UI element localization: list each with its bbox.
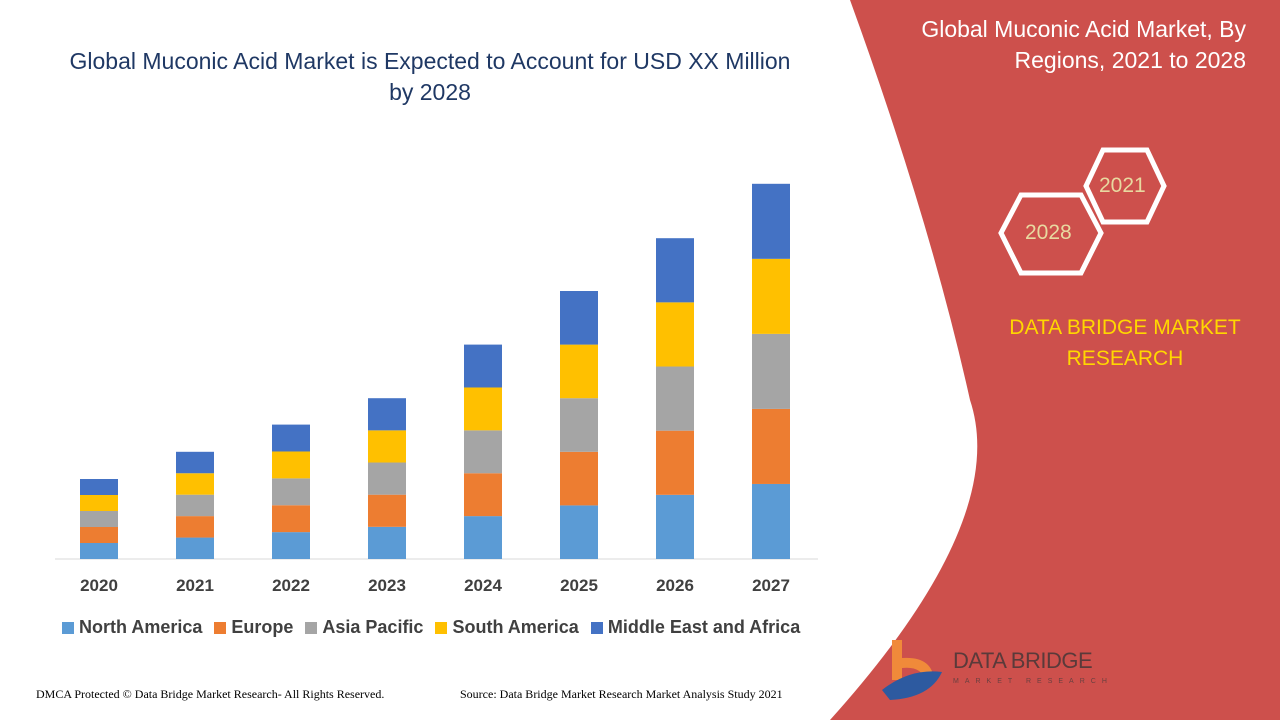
legend-swatch bbox=[214, 621, 227, 634]
bar-2023-middle-east-and-africa bbox=[368, 398, 406, 431]
legend-swatch bbox=[305, 621, 318, 634]
bar-2026-europe bbox=[656, 430, 694, 495]
bar-2024-south-america bbox=[464, 387, 502, 431]
legend-swatch bbox=[435, 621, 448, 634]
bar-2027-asia-pacific bbox=[752, 333, 790, 409]
bar-2027-north-america bbox=[752, 483, 790, 559]
bar-2021-north-america bbox=[176, 537, 214, 559]
hexagon-2021 bbox=[1083, 147, 1167, 225]
logo-subtext: MARKET RESEARCH bbox=[953, 678, 1113, 685]
x-tick-label: 2027 bbox=[752, 576, 790, 595]
hex-year-2021: 2021 bbox=[1099, 174, 1146, 197]
legend-label: Middle East and Africa bbox=[607, 617, 801, 637]
source-footer: Source: Data Bridge Market Research Mark… bbox=[460, 687, 783, 701]
bar-2022-asia-pacific bbox=[272, 478, 310, 506]
bar-2024-asia-pacific bbox=[464, 430, 502, 474]
legend-label: Asia Pacific bbox=[322, 617, 424, 637]
hex-year-2028: 2028 bbox=[1025, 221, 1072, 244]
bar-2022-north-america bbox=[272, 532, 310, 559]
bar-2025-middle-east-and-africa bbox=[560, 291, 598, 345]
bar-2021-europe bbox=[176, 516, 214, 538]
bar-2027-south-america bbox=[752, 258, 790, 334]
legend-item: South America bbox=[435, 617, 579, 638]
hexagon-2028 bbox=[998, 192, 1104, 276]
bar-2026-south-america bbox=[656, 302, 694, 367]
x-tick-label: 2020 bbox=[80, 576, 118, 595]
bar-2025-north-america bbox=[560, 505, 598, 559]
x-tick-label: 2026 bbox=[656, 576, 694, 595]
brand-text: DATA BRIDGE MARKET RESEARCH bbox=[1009, 316, 1241, 370]
legend-label: North America bbox=[79, 617, 203, 637]
red-panel bbox=[830, 0, 1280, 720]
data-bridge-logo-icon bbox=[882, 640, 942, 700]
panel-title: Global Muconic Acid Market, By Regions, … bbox=[921, 16, 1246, 73]
legend-item: Asia Pacific bbox=[305, 617, 423, 638]
x-tick-label: 2025 bbox=[560, 576, 598, 595]
chart-title: Global Muconic Acid Market is Expected t… bbox=[69, 48, 791, 105]
bar-2021-asia-pacific bbox=[176, 494, 214, 517]
legend-item: North America bbox=[62, 617, 202, 638]
bar-2025-south-america bbox=[560, 344, 598, 399]
bar-2023-asia-pacific bbox=[368, 462, 406, 495]
bar-2027-europe bbox=[752, 408, 790, 484]
bar-2020-europe bbox=[80, 527, 118, 543]
legend-label: Europe bbox=[231, 617, 294, 637]
x-tick-label: 2023 bbox=[368, 576, 406, 595]
bar-2026-north-america bbox=[656, 494, 694, 559]
bar-2027-middle-east-and-africa bbox=[752, 183, 790, 259]
bar-2025-europe bbox=[560, 451, 598, 506]
bar-2021-south-america bbox=[176, 473, 214, 495]
legend-swatch bbox=[590, 621, 603, 634]
x-tick-label: 2021 bbox=[176, 576, 214, 595]
x-tick-label: 2024 bbox=[464, 576, 502, 595]
x-tick-label: 2022 bbox=[272, 576, 310, 595]
bar-2022-south-america bbox=[272, 451, 310, 479]
bar-2021-middle-east-and-africa bbox=[176, 451, 214, 474]
bar-2026-middle-east-and-africa bbox=[656, 238, 694, 303]
bars-group bbox=[80, 183, 790, 559]
bar-2023-europe bbox=[368, 494, 406, 527]
legend: North America Europe Asia Pacific South Ame… bbox=[62, 617, 800, 638]
bar-2022-middle-east-and-africa bbox=[272, 424, 310, 452]
bar-2024-north-america bbox=[464, 516, 502, 559]
bar-2020-asia-pacific bbox=[80, 511, 118, 527]
legend-item: Europe bbox=[214, 617, 293, 638]
bar-2023-north-america bbox=[368, 526, 406, 559]
bar-2020-middle-east-and-africa bbox=[80, 479, 118, 495]
bar-2025-asia-pacific bbox=[560, 398, 598, 452]
bar-2026-asia-pacific bbox=[656, 366, 694, 431]
bar-2024-europe bbox=[464, 473, 502, 517]
bar-2020-north-america bbox=[80, 543, 118, 559]
legend-label: South America bbox=[452, 617, 579, 637]
logo-text: DATA BRIDGE bbox=[953, 648, 1093, 673]
bar-2023-south-america bbox=[368, 430, 406, 463]
bar-2020-south-america bbox=[80, 495, 118, 511]
copyright-footer: DMCA Protected © Data Bridge Market Rese… bbox=[36, 687, 385, 701]
legend-item: Middle East and Africa bbox=[590, 617, 801, 638]
bar-2022-europe bbox=[272, 505, 310, 533]
legend-swatch bbox=[62, 621, 74, 634]
bar-2024-middle-east-and-africa bbox=[464, 344, 502, 388]
